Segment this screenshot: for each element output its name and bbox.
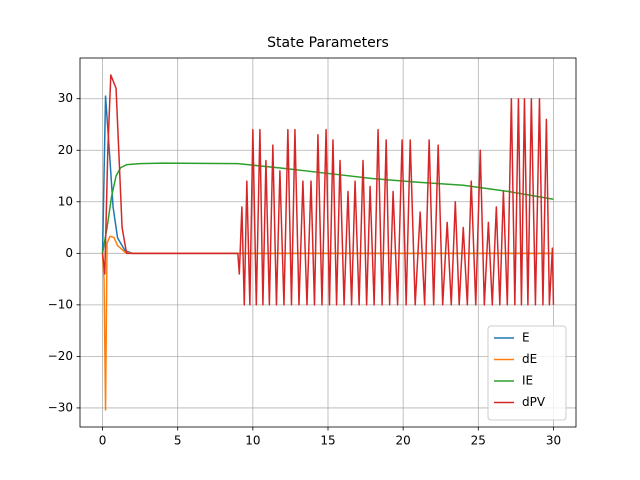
plot-lines: [101, 74, 555, 411]
y-tick-label: 10: [58, 194, 73, 208]
chart-title: State Parameters: [267, 35, 389, 51]
y-tick-label: −30: [48, 400, 73, 414]
y-tick-label: −10: [48, 297, 73, 311]
y-tick-label: −20: [48, 349, 73, 363]
x-tick-label: 5: [174, 434, 182, 448]
x-tick-label: 20: [396, 434, 411, 448]
x-tick-label: 30: [546, 434, 561, 448]
legend-label: dE: [522, 352, 537, 366]
x-tick-label: 25: [471, 434, 486, 448]
x-tick-label: 0: [99, 434, 107, 448]
legend-label: IE: [522, 374, 533, 388]
y-tick-label: 20: [58, 143, 73, 157]
x-tick-label: 15: [320, 434, 335, 448]
line-series: [101, 162, 554, 254]
legend-box: [487, 325, 567, 421]
x-tick-label: 10: [245, 434, 260, 448]
legend-label: E: [522, 331, 530, 345]
line-series: [101, 74, 555, 306]
legend-label: dPV: [522, 395, 546, 409]
y-tick-label: 0: [65, 246, 73, 260]
y-tick-label: 30: [58, 91, 73, 105]
